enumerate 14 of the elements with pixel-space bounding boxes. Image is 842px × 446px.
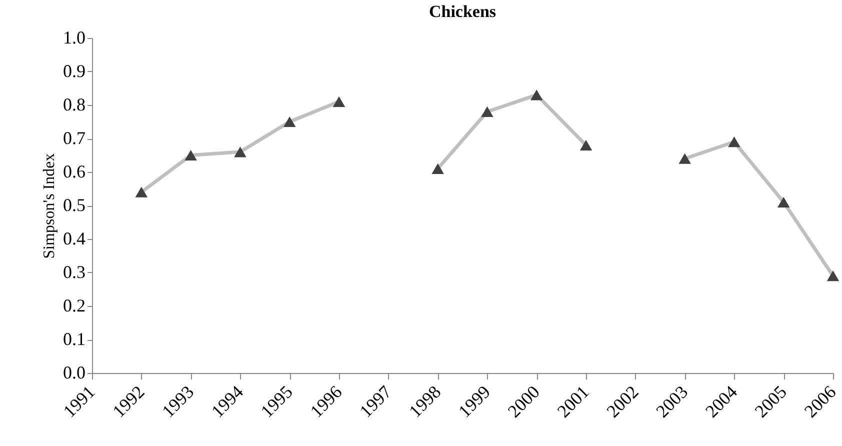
chart-title: Chickens <box>428 2 496 21</box>
y-tick-label: 1.0 <box>63 28 86 48</box>
y-tick-label: 0.4 <box>63 228 86 248</box>
y-tick-label: 0.8 <box>63 94 86 114</box>
y-axis-title: Simpson's Index <box>41 153 58 259</box>
y-tick-label: 0.7 <box>63 128 86 148</box>
y-tick-label: 0.6 <box>63 162 86 182</box>
y-tick-label: 0.0 <box>63 362 86 382</box>
y-tick-label: 0.5 <box>63 195 86 215</box>
x-tick-label: 1991 <box>59 382 99 422</box>
y-tick-label: 0.9 <box>63 61 86 81</box>
y-tick-label: 0.1 <box>63 329 86 349</box>
y-tick-label: 0.2 <box>63 296 86 316</box>
y-tick-label: 0.3 <box>63 262 86 282</box>
